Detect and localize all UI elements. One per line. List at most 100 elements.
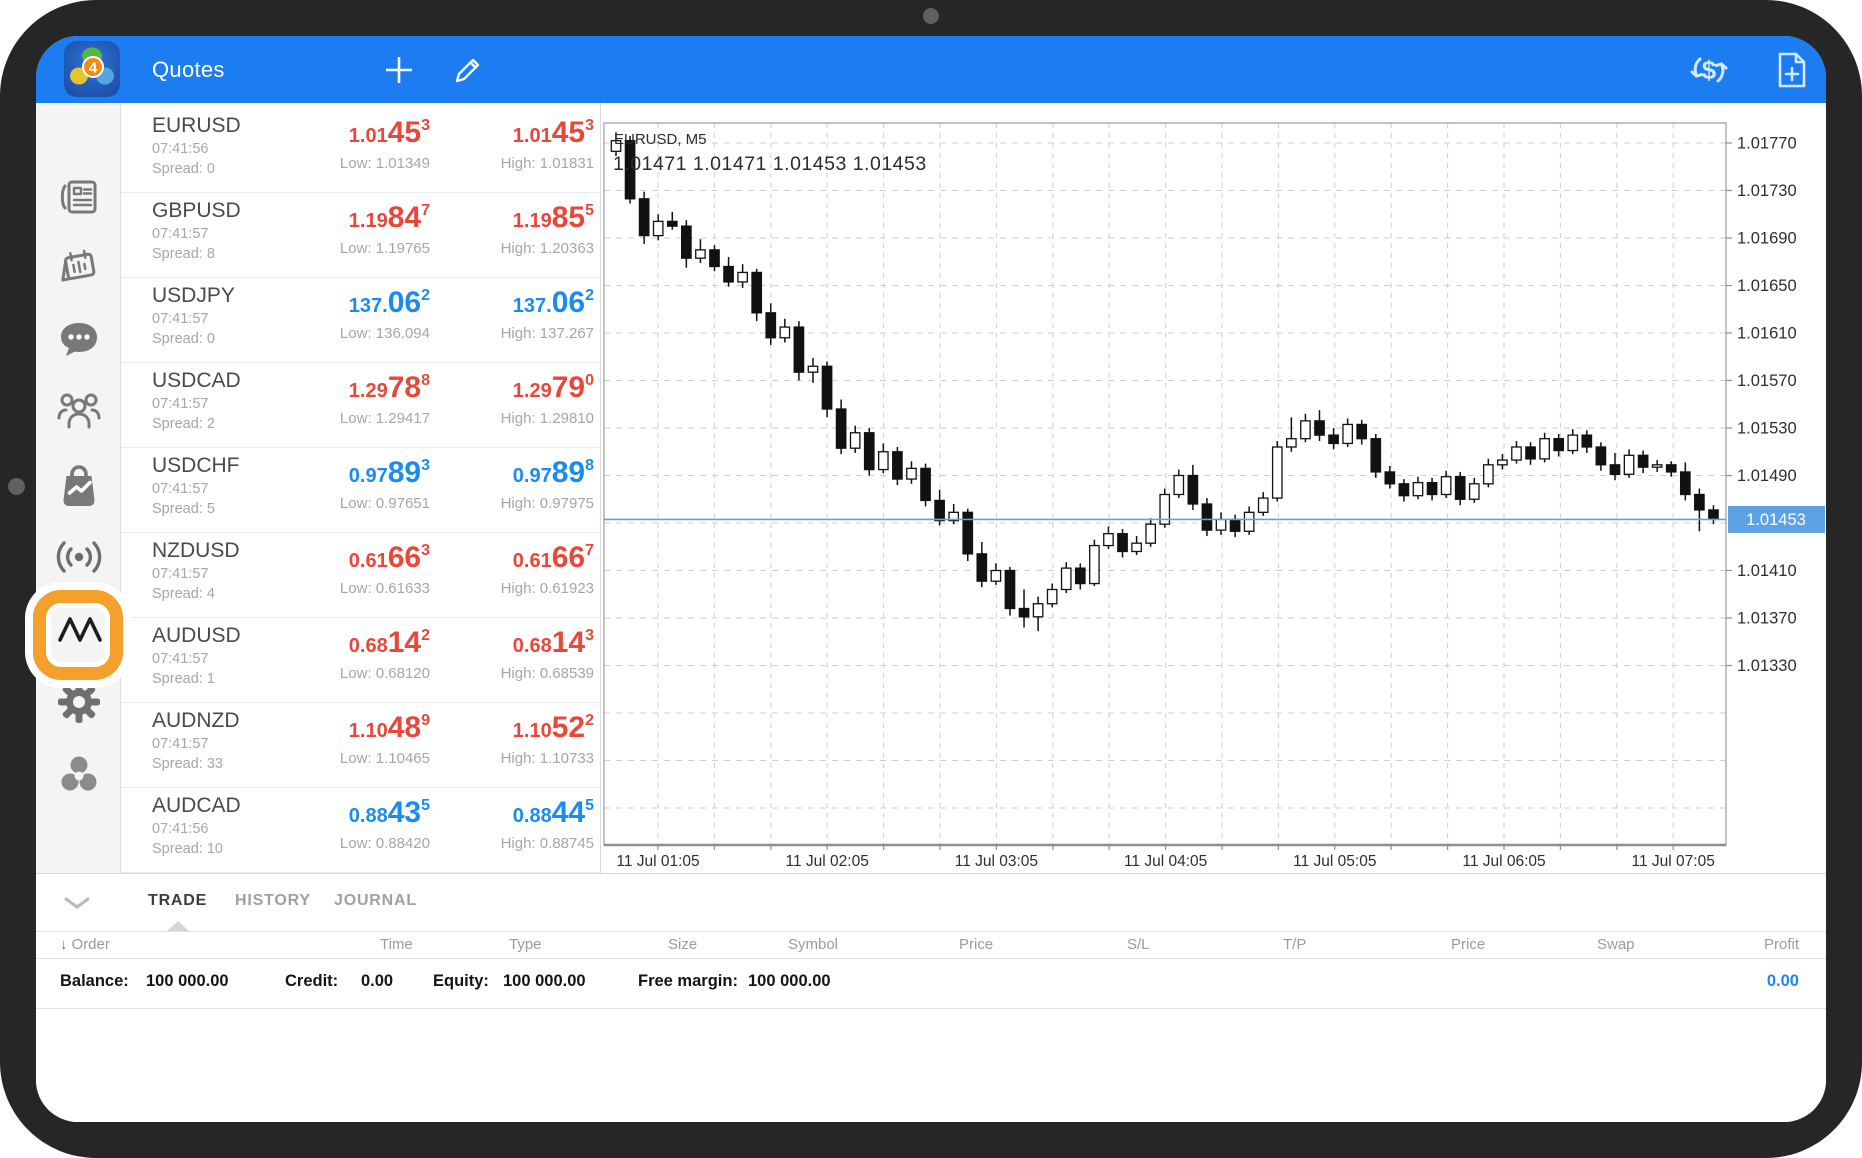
quote-time: 07:41:57: [152, 311, 209, 327]
camera-dot: [923, 8, 939, 24]
chart-panel[interactable]: 1.01453 1.01770 1.01730 1.01690 1.01650 1.016…: [600, 103, 1826, 873]
svg-text:1.01610: 1.01610: [1737, 325, 1797, 343]
sidebar-item-chat[interactable]: [36, 312, 121, 368]
quote-low: Low: 0.68120: [339, 665, 430, 682]
quote-row-USDCHF[interactable]: USDCHF 07:41:57 Spread: 5 0.97893 Low: 0.976…: [121, 448, 600, 533]
column-header-profit: Profit: [1763, 936, 1799, 953]
page-title: Quotes: [152, 57, 225, 82]
balance-value: 100 000.00: [748, 972, 831, 990]
new-chart-button[interactable]: [1772, 36, 1812, 103]
quote-row-AUDNZD[interactable]: AUDNZD 07:41:57 Spread: 33 1.10489 Low: 1.10…: [121, 703, 600, 788]
settings-gear-icon: [57, 681, 100, 723]
quote-row-EURUSD[interactable]: EURUSD 07:41:56 Spread: 0 1.01453 Low: 1.013…: [121, 108, 600, 193]
tab-trade[interactable]: TRADE: [148, 892, 208, 909]
balance-value: 100 000.00: [146, 972, 229, 990]
svg-text:1.01650: 1.01650: [1737, 277, 1797, 295]
bid-column: 1.19847 Low: 1.19765: [250, 193, 430, 257]
svg-text:4: 4: [89, 60, 98, 77]
quote-time: 07:41:57: [152, 651, 209, 667]
tab-history[interactable]: HISTORY: [235, 892, 311, 909]
quote-spread: Spread: 4: [152, 586, 215, 602]
symbol-name: GBPUSD: [152, 199, 241, 222]
sidebar-item-calendar[interactable]: [36, 239, 121, 295]
trade-panel: TRADE HISTORY JOURNAL ↓ Order Time Type Size…: [36, 873, 1826, 1122]
sidebar-item-settings[interactable]: [36, 674, 121, 730]
sort-arrow-icon: ↓: [60, 936, 68, 953]
quote-time: 07:41:57: [152, 566, 209, 582]
column-header-swap: Swap: [1597, 936, 1635, 953]
symbol-name: EURUSD: [152, 114, 241, 137]
svg-text:11 Jul 01:05: 11 Jul 01:05: [616, 853, 699, 870]
bid-column: 1.01453 Low: 1.01349: [250, 108, 430, 172]
svg-text:1.01330: 1.01330: [1737, 657, 1797, 675]
chat-icon: [60, 323, 97, 356]
quote-row-NZDUSD[interactable]: NZDUSD 07:41:57 Spread: 4 0.61663 Low: 0.616…: [121, 533, 600, 618]
column-header-time: Time: [380, 936, 413, 953]
tab-journal[interactable]: JOURNAL: [334, 892, 417, 909]
price-value: 0.61667: [512, 541, 594, 574]
quote-high: High: 0.97975: [500, 495, 594, 512]
symbol-name: USDCHF: [152, 454, 240, 477]
svg-text:1.01770: 1.01770: [1737, 135, 1797, 153]
quote-time: 07:41:56: [152, 141, 209, 157]
price-value: 0.88445: [512, 796, 594, 829]
plus-icon: [386, 56, 412, 83]
quote-low: Low: 1.01349: [339, 155, 430, 172]
price-value: 1.29788: [348, 371, 430, 404]
svg-text:1.01530: 1.01530: [1737, 420, 1797, 438]
bid-column: 0.97893 Low: 0.97651: [250, 448, 430, 512]
charts-icon: [57, 617, 102, 642]
ask-column: 1.29790 High: 1.29810: [414, 363, 594, 427]
svg-text:11 Jul 03:05: 11 Jul 03:05: [955, 853, 1038, 870]
side-button-dot: [8, 478, 25, 495]
svg-text:1.01570: 1.01570: [1737, 372, 1797, 390]
sidebar-item-signals[interactable]: [36, 529, 121, 585]
quote-row-AUDUSD[interactable]: AUDUSD 07:41:57 Spread: 1 0.68142 Low: 0.681…: [121, 618, 600, 703]
svg-text:1.01410: 1.01410: [1737, 562, 1797, 580]
quote-row-USDCAD[interactable]: USDCAD 07:41:57 Spread: 2 1.29788 Low: 1.294…: [121, 363, 600, 448]
svg-text:11 Jul 06:05: 11 Jul 06:05: [1462, 853, 1545, 870]
column-header-size: Size: [668, 936, 698, 953]
price-value: 137.062: [348, 286, 430, 319]
price-value: 1.19855: [512, 201, 594, 234]
quote-row-USDJPY[interactable]: USDJPY 07:41:57 Spread: 0 137.062 Low: 136.0…: [121, 278, 600, 363]
quote-low: Low: 0.88420: [339, 835, 430, 852]
community-icon: [57, 393, 100, 429]
column-header-order[interactable]: ↓ Order: [60, 936, 110, 953]
candlestick-chart[interactable]: 1.01453 1.01770 1.01730 1.01690 1.01650 1.016…: [601, 103, 1826, 873]
quote-low: Low: 1.29417: [339, 410, 430, 427]
ask-column: 0.97898 High: 0.97975: [414, 448, 594, 512]
price-value: 1.01453: [512, 116, 594, 149]
sidebar-item-community[interactable]: [36, 384, 121, 440]
chart-symbol-label: EURUSD, M5: [614, 131, 707, 148]
quote-low: Low: 1.19765: [339, 240, 430, 257]
quote-high: High: 1.20363: [500, 240, 594, 257]
sidebar-item-market[interactable]: [36, 457, 121, 513]
sidebar-item-quotes[interactable]: [36, 169, 121, 225]
profit-value: 0.00: [1766, 972, 1799, 990]
account-summary-row: 0.00 Balance: 100 000.00 Credit: 0.00 Equity…: [36, 959, 1826, 1009]
quote-spread: Spread: 0: [152, 161, 215, 177]
balance-value: 100 000.00: [503, 972, 586, 990]
add-symbol-button[interactable]: [381, 36, 417, 103]
price-value: 0.68142: [348, 626, 430, 659]
quote-spread: Spread: 2: [152, 416, 215, 432]
bid-column: 0.68142 Low: 0.68120: [250, 618, 430, 682]
new-order-button[interactable]: $: [1688, 36, 1730, 103]
ask-column: 1.01453 High: 1.01831: [414, 108, 594, 172]
balance-label: Equity:: [433, 972, 489, 990]
sidebar-item-about[interactable]: [36, 747, 121, 803]
edit-symbols-button[interactable]: [450, 36, 486, 103]
sidebar-item-charts[interactable]: [36, 601, 121, 657]
svg-text:$: $: [1702, 55, 1717, 85]
quote-spread: Spread: 33: [152, 756, 223, 772]
price-value: 0.68143: [512, 626, 594, 659]
quote-high: High: 1.29810: [500, 410, 594, 427]
quote-row-AUDCAD[interactable]: AUDCAD 07:41:56 Spread: 10 0.88435 Low: 0.88…: [121, 788, 600, 873]
quote-spread: Spread: 8: [152, 246, 215, 262]
market-icon: [63, 465, 94, 506]
quote-row-GBPUSD[interactable]: GBPUSD 07:41:57 Spread: 8 1.19847 Low: 1.197…: [121, 193, 600, 278]
nav-sidebar: [36, 103, 121, 873]
collapse-panel-button[interactable]: [62, 896, 92, 915]
